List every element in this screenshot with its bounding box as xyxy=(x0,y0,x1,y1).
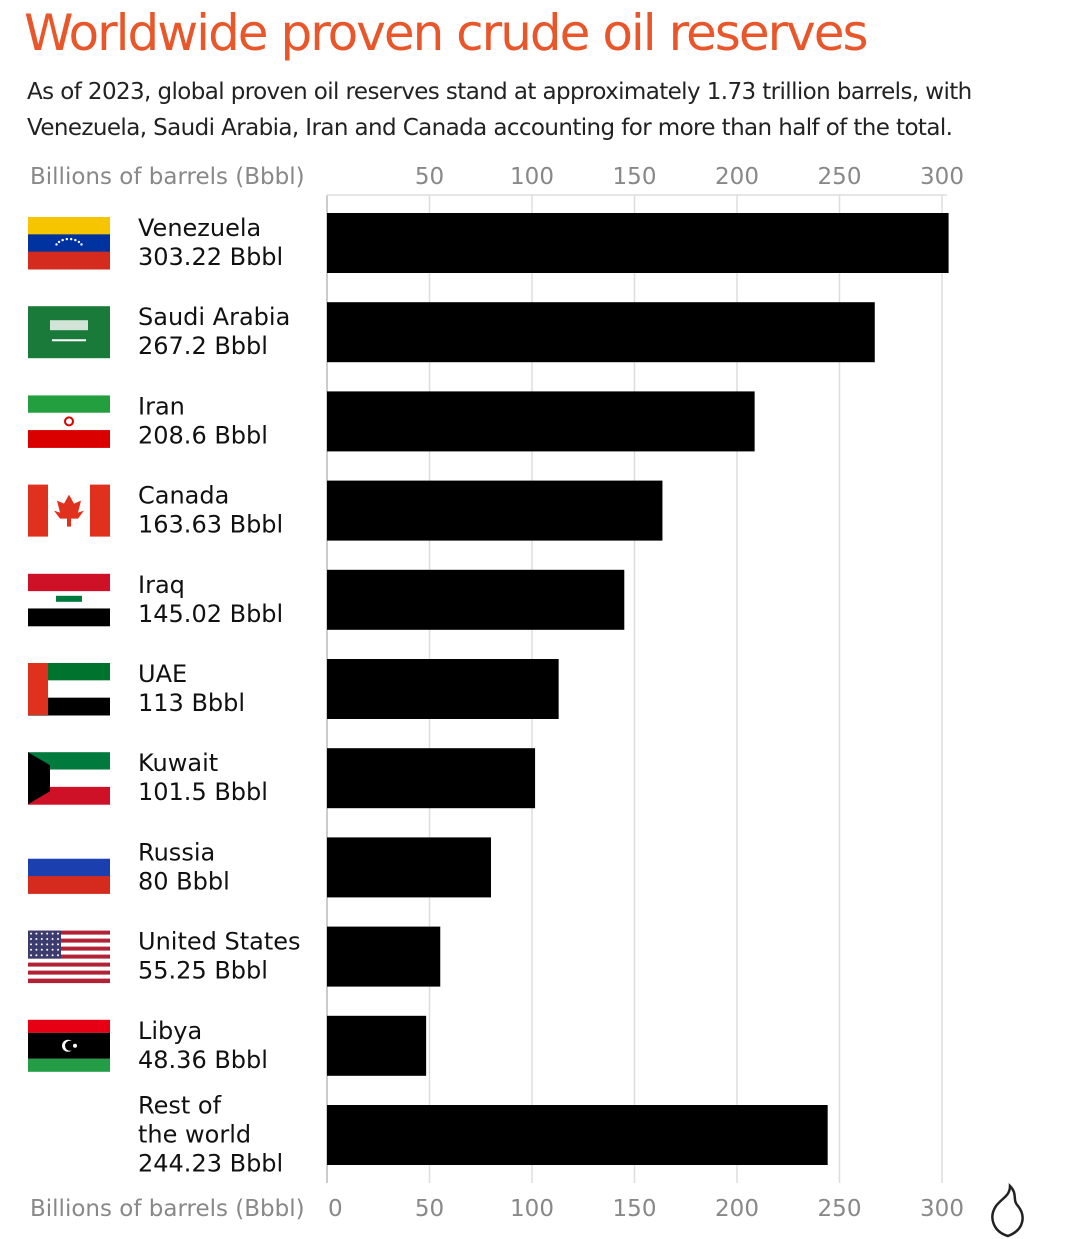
bar xyxy=(327,1015,427,1076)
bottom-tick-label: 50 xyxy=(415,1196,444,1222)
category-label: Libya xyxy=(138,1017,202,1045)
bar xyxy=(327,659,559,719)
bar xyxy=(327,748,536,809)
bar xyxy=(327,391,755,452)
top-tick-label: 300 xyxy=(920,164,964,190)
flag-kuwait-icon xyxy=(28,752,110,805)
category-label: the world xyxy=(138,1121,251,1149)
value-label: 48.36 Bbbl xyxy=(138,1046,268,1074)
category-label: Russia xyxy=(138,838,215,866)
bar xyxy=(327,1105,828,1165)
category-label: United States xyxy=(138,928,301,956)
flag-russia-icon xyxy=(28,841,110,894)
value-label: 55.25 Bbbl xyxy=(138,957,268,985)
bottom-tick-label: 100 xyxy=(510,1196,554,1222)
category-label: Kuwait xyxy=(138,749,218,777)
value-label: 267.2 Bbbl xyxy=(138,332,268,360)
flag-canada-icon xyxy=(28,484,110,537)
bar xyxy=(327,837,491,898)
bottom-tick-label: 150 xyxy=(613,1196,657,1222)
bottom-tick-label: 200 xyxy=(715,1196,759,1222)
top-tick-label: 250 xyxy=(818,164,862,190)
top-axis-label: Billions of barrels (Bbbl) xyxy=(30,164,305,190)
flag-iraq-icon xyxy=(28,573,110,627)
bar xyxy=(327,213,949,273)
chart-title: Worldwide proven crude oil reserves xyxy=(24,4,869,62)
category-label: Venezuela xyxy=(138,214,261,242)
top-tick-label: 100 xyxy=(510,164,554,190)
bottom-axis-label: Billions of barrels (Bbbl) xyxy=(30,1196,305,1222)
value-label: 208.6 Bbbl xyxy=(138,421,268,449)
value-label: 303.22 Bbbl xyxy=(138,243,283,271)
category-label: Iraq xyxy=(138,571,185,599)
bar xyxy=(327,480,663,541)
bar xyxy=(327,569,625,630)
bottom-tick-label: 300 xyxy=(920,1196,964,1222)
flag-uae-icon xyxy=(28,663,110,716)
flag-venezuela-icon xyxy=(28,217,110,270)
value-label: 80 Bbbl xyxy=(138,867,230,895)
category-label: Saudi Arabia xyxy=(138,303,290,331)
chart-subtitle: As of 2023, global proven oil reserves s… xyxy=(27,79,972,141)
bar xyxy=(327,302,875,363)
category-label: UAE xyxy=(138,660,187,688)
top-tick-label: 50 xyxy=(415,164,444,190)
value-label: 145.02 Bbbl xyxy=(138,600,283,628)
bar xyxy=(327,926,441,987)
flag-libya-icon xyxy=(28,1019,110,1072)
category-label: Canada xyxy=(138,482,229,510)
flag-usa-icon xyxy=(28,930,110,984)
value-label: 113 Bbbl xyxy=(138,689,245,717)
bottom-tick-label: 0 xyxy=(328,1196,343,1222)
flag-iran-icon xyxy=(28,395,110,448)
category-label: Iran xyxy=(138,392,185,420)
flag-saudi-arabia-icon xyxy=(28,306,110,359)
top-tick-label: 150 xyxy=(613,164,657,190)
bottom-tick-label: 250 xyxy=(818,1196,862,1222)
value-label: 101.5 Bbbl xyxy=(138,778,268,806)
category-label: Rest of xyxy=(138,1092,222,1120)
value-label: 163.63 Bbbl xyxy=(138,511,283,539)
al-jazeera-logo xyxy=(991,1182,1024,1238)
row-iraq: Iraq 145.02 Bbbl xyxy=(28,569,625,630)
top-tick-label: 200 xyxy=(715,164,759,190)
value-label: 244.23 Bbbl xyxy=(138,1150,283,1178)
